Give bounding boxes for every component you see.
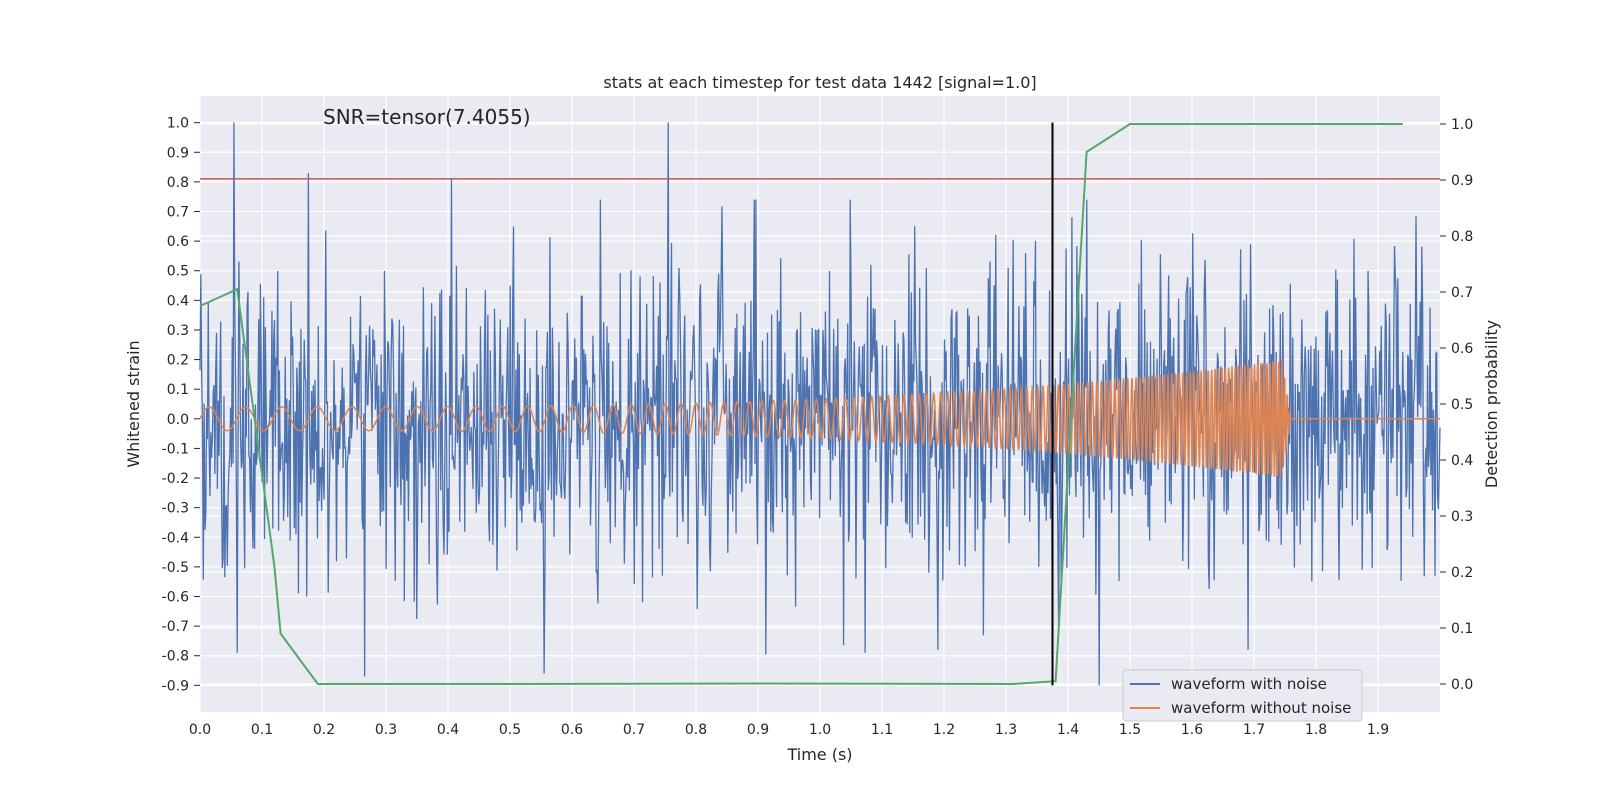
right-y-tick-label: 0.4 xyxy=(1451,453,1473,469)
y-tick-label: -0.9 xyxy=(162,678,189,694)
x-tick-label: 1.9 xyxy=(1367,722,1389,738)
right-y-tick-label: 0.6 xyxy=(1451,341,1473,357)
x-tick-label: 0.1 xyxy=(251,722,273,738)
x-tick-label: 1.2 xyxy=(933,722,955,738)
y-tick-label: 0.1 xyxy=(167,382,189,398)
x-tick-label: 0.0 xyxy=(189,722,211,738)
x-tick-label: 0.7 xyxy=(623,722,645,738)
x-tick-labels: 0.0 0.1 0.2 0.3 0.4 0.5 0.6 0.7 0.8 0.9 1.0 1.1 1.2 1… xyxy=(189,722,1389,738)
y-tick-label: 0.3 xyxy=(167,323,189,339)
x-tick-label: 1.7 xyxy=(1243,722,1265,738)
right-y-tick-labels: 1.0 0.9 0.8 0.7 0.6 0.5 0.4 0.3 0.2 0.1 0.0 xyxy=(1440,117,1473,693)
right-y-tick-label: 1.0 xyxy=(1451,117,1473,133)
x-tick-label: 0.6 xyxy=(561,722,583,738)
right-y-tick-label: 0.2 xyxy=(1451,565,1473,581)
x-tick-label: 1.6 xyxy=(1181,722,1203,738)
right-y-tick-label: 0.5 xyxy=(1451,397,1473,413)
y-tick-label: 1.0 xyxy=(167,116,189,132)
series-detection-probability xyxy=(199,123,1403,686)
y-tick-label: -0.6 xyxy=(162,590,189,606)
y-tick-label: 0.8 xyxy=(167,175,189,191)
y-tick-label: -0.2 xyxy=(162,471,189,487)
y-tick-label: -0.7 xyxy=(162,619,189,635)
series-waveform-without-noise xyxy=(199,359,1440,478)
x-tick-label: 1.8 xyxy=(1305,722,1327,738)
y-tick-label: -0.4 xyxy=(162,530,189,546)
x-tick-label: 0.3 xyxy=(375,722,397,738)
x-tick-label: 0.5 xyxy=(499,722,521,738)
right-y-tick-label: 0.9 xyxy=(1451,173,1473,189)
x-tick-label: 0.8 xyxy=(685,722,707,738)
x-tick-label: 1.3 xyxy=(995,722,1017,738)
x-tick-label: 1.0 xyxy=(809,722,831,738)
y-tick-label: 0.4 xyxy=(167,293,189,309)
x-tick-label: 0.4 xyxy=(437,722,459,738)
y-axis-label: Whitened strain xyxy=(124,340,143,467)
snr-annotation: SNR=tensor(7.4055) xyxy=(323,105,531,129)
y-tick-label: 0.7 xyxy=(167,205,189,221)
legend-label-noise: waveform with noise xyxy=(1171,675,1327,693)
right-y-tick-label: 0.3 xyxy=(1451,509,1473,525)
x-tick-label: 0.9 xyxy=(747,722,769,738)
right-y-tick-label: 0.8 xyxy=(1451,229,1473,245)
right-y-tick-label: 0.1 xyxy=(1451,621,1473,637)
legend-label-clean: waveform without noise xyxy=(1171,699,1351,717)
y-tick-label: -0.1 xyxy=(162,441,189,457)
series-layer xyxy=(199,122,1441,686)
right-y-tick-label: 0.0 xyxy=(1451,677,1473,693)
legend-box xyxy=(1122,669,1363,722)
right-y-tick-label: 0.7 xyxy=(1451,285,1473,301)
y-tick-label: 0.6 xyxy=(167,234,189,250)
x-axis-label: Time (s) xyxy=(786,745,852,764)
y-tick-label: 0.5 xyxy=(167,264,189,280)
legend: waveform with noise waveform without noi… xyxy=(1122,669,1363,722)
x-tick-label: 1.4 xyxy=(1057,722,1079,738)
y-tick-labels: 1.0 0.9 0.8 0.7 0.6 0.5 0.4 0.3 0.2 0.1 0.0 -0.1 -0.… xyxy=(162,116,200,694)
y-tick-label: 0.2 xyxy=(167,353,189,369)
x-tick-label: 0.2 xyxy=(313,722,335,738)
y-tick-label: -0.8 xyxy=(162,649,189,665)
x-tick-label: 1.5 xyxy=(1119,722,1141,738)
x-tick-label: 1.1 xyxy=(871,722,893,738)
right-y-axis-label: Detection probability xyxy=(1482,320,1501,488)
y-tick-label: 0.9 xyxy=(167,145,189,161)
y-tick-label: -0.5 xyxy=(162,560,189,576)
chart-title: stats at each timestep for test data 144… xyxy=(603,73,1036,92)
y-tick-label: 0.0 xyxy=(167,412,189,428)
y-tick-label: -0.3 xyxy=(162,501,189,517)
